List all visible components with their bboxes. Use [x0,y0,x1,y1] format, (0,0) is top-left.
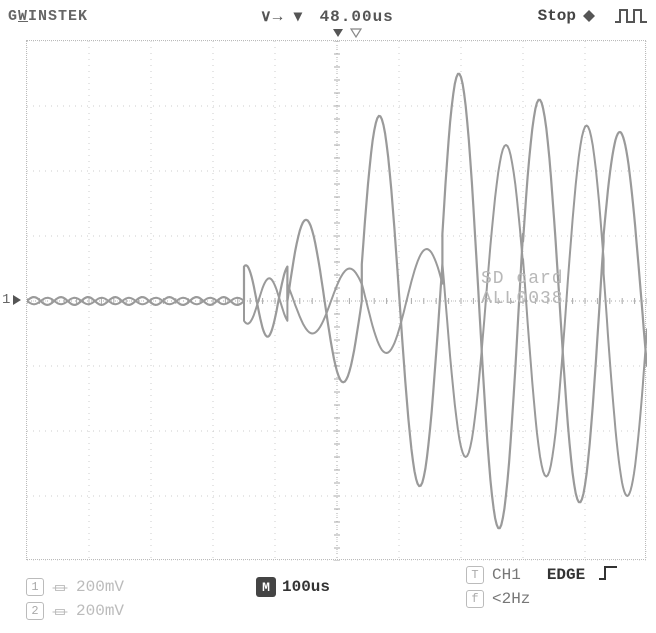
bottom-bar: 1 ⏛ 200mV M 100us T CH1 EDGE f <2Hz [26,575,648,627]
plot-area[interactable]: SD card ALL0038 [26,40,646,560]
ch1-chip[interactable]: 1 [26,578,44,596]
trigger-freq-chip: f [466,590,484,608]
hpos-value: 48.00us [320,8,394,26]
run-state[interactable]: Stop [538,7,596,25]
brand-prefix: G [8,8,18,25]
horizontal-position-readout: ∨→ ▾ 48.00us [260,6,394,26]
trigger-marker-open-icon [350,28,362,38]
hpos-arrows-icon: ∨→ ▾ [260,8,303,26]
trigger-chip: T [466,566,484,584]
ch1-marker-label: 1 [2,292,10,308]
timebase-readout: M 100us [256,577,330,597]
timebase-chip: M [256,577,276,597]
ch2-scale: 200mV [76,602,124,620]
oscilloscope-screen: GWINSTEK ∨→ ▾ 48.00us Stop 1 SD card ALL… [0,0,656,633]
ch1-scale: 200mV [76,578,124,596]
ch2-chip[interactable]: 2 [26,602,44,620]
trigger-readout: T CH1 EDGE f <2Hz [466,563,656,611]
chevron-right-icon [12,294,22,306]
plot-svg [27,41,647,561]
stop-icon [582,9,596,23]
brand-label: GWINSTEK [8,8,88,25]
trigger-freq: <2Hz [492,590,530,608]
trigger-marker-filled-icon [332,28,344,38]
top-bar: GWINSTEK ∨→ ▾ 48.00us Stop [0,2,656,30]
trigger-source: CH1 [492,566,521,584]
timebase-value: 100us [282,578,330,596]
ch1-coupling-icon: ⏛ [52,575,68,599]
bottom-row-1: 1 ⏛ 200mV M 100us T CH1 EDGE f <2Hz [26,575,648,599]
ch1-ground-marker[interactable]: 1 [2,292,22,308]
rising-edge-icon [597,564,619,587]
brand-suffix: INSTEK [28,8,88,25]
ch2-coupling-icon: ⏛ [52,599,68,623]
trigger-mode: EDGE [547,566,585,584]
brand-underlined: W [18,8,28,25]
marker-row [0,28,656,40]
run-state-label: Stop [538,7,576,25]
